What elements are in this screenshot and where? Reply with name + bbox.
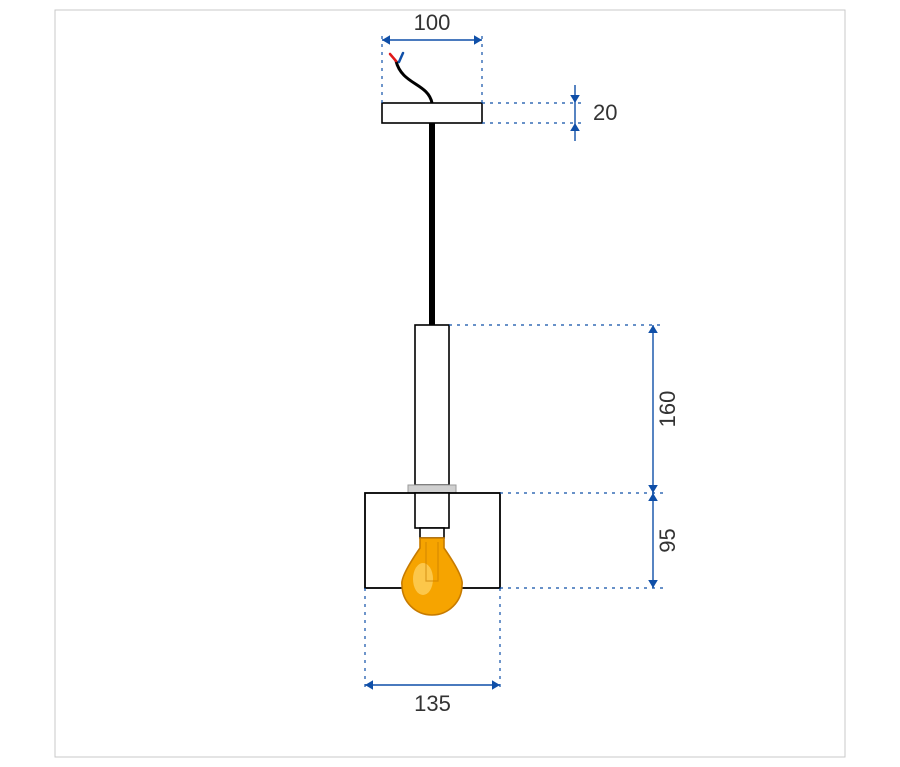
socket-body: [415, 493, 449, 528]
lead-wire-red: [390, 54, 396, 61]
dim-tube-height: 160: [648, 325, 680, 493]
dim-plate-height-label: 20: [593, 100, 617, 125]
dim-shade-width-label: 135: [414, 691, 451, 716]
dim-shade-height: 95: [648, 493, 680, 588]
bulb-highlight: [413, 563, 433, 595]
ceiling-plate: [382, 103, 482, 123]
dim-plate-width-label: 100: [414, 10, 451, 35]
socket-neck: [420, 528, 444, 538]
pendant-tube: [415, 325, 449, 485]
dim-plate-height: 20: [570, 85, 617, 141]
dim-shade-height-label: 95: [655, 528, 680, 552]
dim-plate-width: 100: [382, 10, 482, 45]
pendant-cable: [429, 123, 435, 325]
dim-shade-width: 135: [365, 680, 500, 716]
technical-drawing: 100 20 160 95 135: [0, 0, 900, 767]
dim-tube-height-label: 160: [655, 391, 680, 428]
lead-wire-black: [396, 61, 432, 103]
lead-wire-blue: [399, 53, 403, 62]
collar: [408, 485, 456, 493]
